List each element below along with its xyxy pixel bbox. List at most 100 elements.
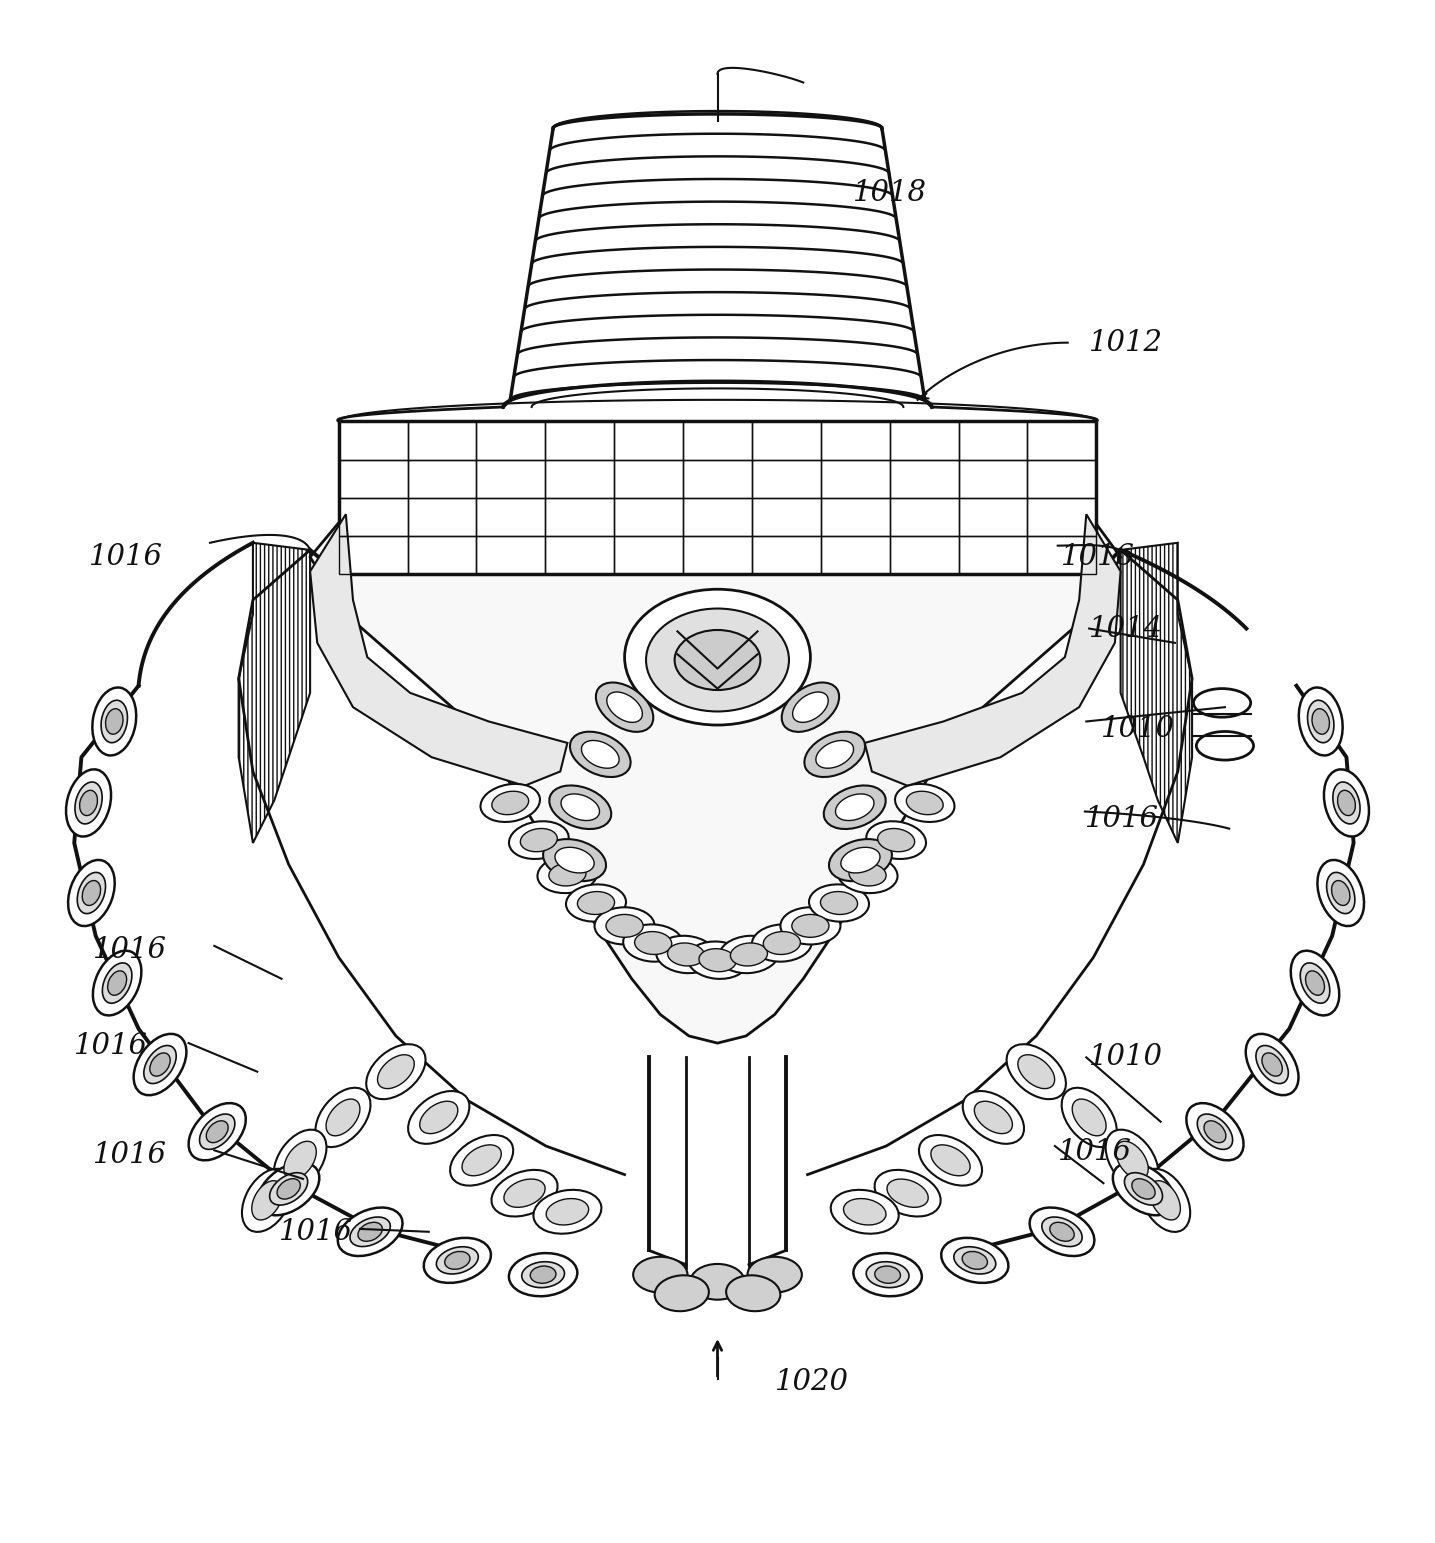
Ellipse shape (547, 1199, 588, 1225)
Ellipse shape (792, 915, 829, 937)
Ellipse shape (1149, 1180, 1181, 1221)
Ellipse shape (1132, 1179, 1155, 1199)
Ellipse shape (462, 1145, 501, 1176)
Ellipse shape (941, 1237, 1009, 1282)
Ellipse shape (377, 1055, 415, 1089)
Ellipse shape (1317, 859, 1365, 926)
Ellipse shape (1326, 872, 1355, 913)
Bar (339, 498, 408, 535)
Ellipse shape (270, 1173, 307, 1205)
Ellipse shape (538, 856, 597, 893)
Ellipse shape (867, 1262, 908, 1287)
Ellipse shape (1307, 701, 1335, 742)
Ellipse shape (284, 1142, 316, 1179)
Ellipse shape (1256, 1046, 1289, 1083)
Text: 1010: 1010 (1089, 1043, 1164, 1071)
Ellipse shape (841, 847, 880, 873)
Ellipse shape (274, 1129, 327, 1191)
Ellipse shape (1197, 731, 1254, 761)
Polygon shape (865, 514, 1121, 785)
Ellipse shape (782, 682, 839, 731)
Ellipse shape (1290, 950, 1339, 1015)
Ellipse shape (835, 795, 874, 821)
Bar (821, 460, 890, 498)
Ellipse shape (1139, 1168, 1190, 1231)
Bar (890, 498, 959, 535)
Ellipse shape (534, 1190, 601, 1234)
Ellipse shape (805, 731, 865, 778)
Text: 1016: 1016 (89, 543, 162, 571)
Ellipse shape (82, 881, 100, 906)
Ellipse shape (491, 1170, 558, 1216)
Ellipse shape (445, 1251, 471, 1270)
Ellipse shape (907, 792, 943, 815)
Ellipse shape (687, 941, 748, 978)
Bar (1027, 460, 1096, 498)
Ellipse shape (809, 884, 870, 921)
Ellipse shape (509, 821, 568, 859)
Bar (476, 421, 545, 460)
Ellipse shape (67, 859, 115, 926)
Bar (408, 535, 476, 574)
Bar (545, 498, 614, 535)
Ellipse shape (1300, 963, 1330, 1003)
Ellipse shape (844, 1199, 885, 1225)
Bar (1027, 498, 1096, 535)
Ellipse shape (817, 741, 854, 768)
Ellipse shape (144, 1046, 177, 1083)
Bar (545, 421, 614, 460)
Ellipse shape (752, 924, 812, 961)
Ellipse shape (1042, 1217, 1082, 1247)
Ellipse shape (419, 1102, 458, 1134)
Bar (959, 535, 1027, 574)
Text: 1016: 1016 (1058, 1137, 1132, 1165)
Ellipse shape (555, 847, 594, 873)
Bar (614, 535, 683, 574)
Ellipse shape (1017, 1055, 1055, 1089)
Ellipse shape (624, 589, 811, 725)
Ellipse shape (821, 892, 858, 915)
Ellipse shape (748, 1258, 802, 1293)
Ellipse shape (357, 1222, 382, 1241)
Ellipse shape (1337, 790, 1356, 816)
Text: 1012: 1012 (1089, 329, 1164, 356)
Ellipse shape (149, 1052, 171, 1075)
Ellipse shape (792, 691, 828, 722)
Bar (752, 498, 821, 535)
Ellipse shape (674, 630, 761, 690)
Ellipse shape (258, 1162, 320, 1216)
Ellipse shape (326, 1099, 360, 1136)
Ellipse shape (531, 1267, 555, 1284)
Ellipse shape (824, 785, 885, 829)
Ellipse shape (548, 863, 585, 886)
Ellipse shape (75, 782, 102, 824)
Bar (1027, 421, 1096, 460)
Ellipse shape (781, 907, 841, 944)
Ellipse shape (1029, 1208, 1095, 1256)
Ellipse shape (436, 1247, 478, 1275)
Ellipse shape (581, 741, 618, 768)
Ellipse shape (1312, 708, 1329, 734)
Text: 1016: 1016 (93, 937, 166, 964)
Ellipse shape (699, 949, 736, 972)
Ellipse shape (243, 1168, 293, 1231)
Ellipse shape (667, 943, 705, 966)
Text: 1010: 1010 (1101, 714, 1175, 742)
Ellipse shape (522, 1262, 564, 1287)
Bar (408, 421, 476, 460)
Ellipse shape (492, 792, 528, 815)
Ellipse shape (895, 784, 954, 822)
Ellipse shape (1332, 881, 1350, 906)
Ellipse shape (1194, 688, 1251, 717)
Ellipse shape (423, 1237, 491, 1282)
Ellipse shape (730, 943, 768, 966)
Bar (545, 460, 614, 498)
Ellipse shape (878, 829, 914, 852)
Bar (683, 421, 752, 460)
Text: 1020: 1020 (775, 1369, 848, 1396)
Ellipse shape (561, 795, 600, 821)
Ellipse shape (1187, 1103, 1244, 1160)
Ellipse shape (277, 1179, 300, 1199)
Text: 1016: 1016 (278, 1217, 353, 1245)
Bar (339, 460, 408, 498)
